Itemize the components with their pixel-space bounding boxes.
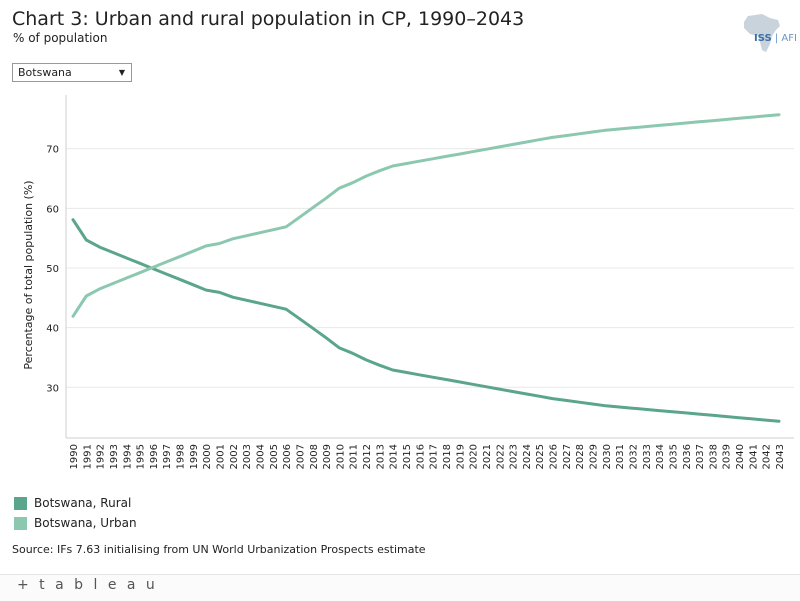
x-tick-1992: 1992	[96, 444, 107, 469]
legend-label-rural: Botswana, Rural	[34, 496, 132, 510]
x-axis-ticks: 1990 1991 1992 1993 1994 1995 1996 1997 1998 1999…	[69, 444, 786, 469]
x-tick-2013: 2013	[375, 444, 386, 469]
x-tick-2007: 2007	[295, 444, 306, 469]
x-tick-2022: 2022	[495, 444, 506, 469]
gridlines	[66, 148, 794, 388]
x-tick-2030: 2030	[602, 444, 613, 469]
x-tick-1993: 1993	[109, 444, 120, 469]
x-tick-2039: 2039	[722, 444, 733, 469]
x-tick-2033: 2033	[642, 444, 653, 469]
x-tick-2015: 2015	[402, 444, 413, 469]
series-line-rural	[71, 218, 781, 423]
x-tick-2040: 2040	[735, 444, 746, 469]
x-tick-1995: 1995	[136, 444, 147, 469]
country-dropdown[interactable]: Botswana ▼	[12, 63, 132, 82]
y-tick-60: 60	[46, 204, 59, 215]
y-axis-ticks: 30 40 50 60 70	[46, 145, 59, 395]
tableau-logo[interactable]: + t a b l e a u	[17, 577, 158, 593]
series-lines	[71, 113, 781, 423]
legend-label-urban: Botswana, Urban	[34, 516, 137, 530]
x-tick-2037: 2037	[695, 444, 706, 469]
x-tick-2041: 2041	[748, 444, 759, 469]
x-tick-1997: 1997	[162, 444, 173, 469]
x-tick-2006: 2006	[282, 444, 293, 469]
legend-item-urban[interactable]: Botswana, Urban	[14, 513, 137, 533]
x-tick-2012: 2012	[362, 444, 373, 469]
source-note: Source: IFs 7.63 initialising from UN Wo…	[12, 543, 426, 556]
x-tick-2004: 2004	[255, 444, 266, 469]
x-tick-2029: 2029	[589, 444, 600, 469]
x-tick-2026: 2026	[549, 444, 560, 469]
x-tick-2011: 2011	[349, 444, 360, 469]
series-line-urban	[71, 113, 781, 318]
x-tick-1990: 1990	[69, 444, 80, 469]
x-tick-2042: 2042	[762, 444, 773, 469]
x-tick-2014: 2014	[389, 444, 400, 469]
x-tick-2010: 2010	[335, 444, 346, 469]
x-tick-2027: 2027	[562, 444, 573, 469]
x-tick-2028: 2028	[575, 444, 586, 469]
x-tick-2008: 2008	[309, 444, 320, 469]
x-tick-1994: 1994	[122, 444, 133, 469]
x-tick-1991: 1991	[82, 444, 93, 469]
x-tick-2024: 2024	[522, 444, 533, 469]
x-tick-2018: 2018	[442, 444, 453, 469]
y-tick-50: 50	[46, 264, 59, 275]
x-tick-2021: 2021	[482, 444, 493, 469]
y-tick-70: 70	[46, 145, 59, 156]
x-tick-2043: 2043	[775, 444, 786, 469]
x-tick-2001: 2001	[216, 444, 227, 469]
x-tick-2036: 2036	[682, 444, 693, 469]
legend-swatch-urban	[14, 516, 27, 530]
x-tick-1996: 1996	[149, 444, 160, 469]
x-tick-2002: 2002	[229, 444, 240, 469]
x-tick-2031: 2031	[615, 444, 626, 469]
legend-item-rural[interactable]: Botswana, Rural	[14, 493, 137, 513]
x-tick-2032: 2032	[628, 444, 639, 469]
x-tick-1998: 1998	[176, 444, 187, 469]
chevron-down-icon: ▼	[118, 68, 125, 77]
axes	[65, 95, 794, 439]
x-tick-2005: 2005	[269, 444, 280, 469]
chart-subtitle: % of population	[13, 31, 108, 45]
x-tick-2020: 2020	[469, 444, 480, 469]
country-dropdown-value: Botswana	[18, 66, 72, 79]
x-tick-2035: 2035	[668, 444, 679, 469]
footer-bar: + t a b l e a u	[0, 574, 800, 601]
x-tick-2034: 2034	[655, 444, 666, 469]
x-tick-2017: 2017	[429, 444, 440, 469]
x-tick-2016: 2016	[415, 444, 426, 469]
x-tick-2038: 2038	[708, 444, 719, 469]
x-tick-2009: 2009	[322, 444, 333, 469]
x-tick-1999: 1999	[189, 444, 200, 469]
x-tick-2000: 2000	[202, 444, 213, 469]
iss-afi-logo: ISS | AFI	[754, 33, 797, 44]
legend-swatch-rural	[14, 496, 27, 510]
y-tick-30: 30	[46, 383, 59, 394]
x-tick-2003: 2003	[242, 444, 253, 469]
x-tick-2019: 2019	[455, 444, 466, 469]
x-tick-2025: 2025	[535, 444, 546, 469]
chart-title: Chart 3: Urban and rural population in C…	[12, 8, 525, 30]
x-tick-2023: 2023	[509, 444, 520, 469]
africa-map-icon	[744, 14, 780, 52]
y-tick-40: 40	[46, 324, 59, 335]
legend: Botswana, Rural Botswana, Urban	[14, 493, 137, 533]
y-axis-label: Percentage of total population (%)	[22, 180, 35, 369]
